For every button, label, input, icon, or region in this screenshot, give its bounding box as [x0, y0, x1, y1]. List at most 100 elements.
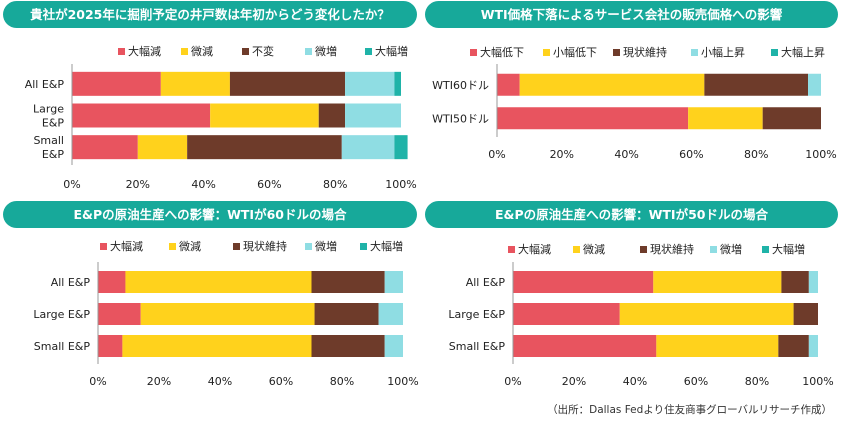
legend-label: 現状維持 — [623, 45, 667, 59]
bar-segment — [125, 271, 312, 293]
x-tick-label: 40% — [208, 375, 232, 388]
bar-segment — [72, 71, 161, 96]
category-label: E&P — [42, 117, 65, 130]
legend-label: 大幅減 — [110, 239, 143, 253]
legend-swatch — [710, 246, 717, 253]
legend-label: 微増 — [315, 44, 337, 58]
category-label: All E&P — [466, 276, 506, 289]
legend-label: 不変 — [252, 44, 274, 58]
bar-segment — [384, 271, 403, 293]
bar-segment — [497, 107, 689, 130]
panel-service-prices: WTI価格下落によるサービス会社の販売価格への影響 大幅低下 小幅低下 現状維持 小幅… — [425, 0, 846, 195]
production-wti60-chart: 大幅減 微減 現状維持 微増 大幅増 All E&P Large E&P Small E&P 0… — [33, 239, 418, 388]
bar-segment — [619, 303, 794, 325]
bar-segment — [704, 73, 809, 96]
x-tick-label: 40% — [623, 375, 647, 388]
legend-swatch — [640, 246, 647, 253]
category-label: All E&P — [51, 276, 91, 289]
legend-label: 大幅増 — [370, 239, 403, 253]
legend-label: 微減 — [583, 242, 605, 256]
category-label: Large — [33, 103, 64, 116]
x-tick-label: 60% — [679, 148, 703, 161]
legend-label: 大幅減 — [518, 242, 551, 256]
legend-swatch — [100, 243, 107, 250]
category-label: Small E&P — [449, 340, 506, 353]
category-label: Small — [33, 134, 64, 147]
x-tick-label: 80% — [745, 375, 769, 388]
bar-segment — [778, 335, 809, 357]
legend-label: 大幅上昇 — [781, 45, 825, 59]
x-tick-label: 60% — [269, 375, 293, 388]
bar-segment — [808, 335, 818, 357]
x-tick-label: 80% — [744, 148, 768, 161]
bar-segment — [394, 135, 408, 160]
category-label: E&P — [42, 148, 65, 161]
bar-segment — [229, 71, 346, 96]
legend-label: 微増 — [720, 242, 742, 256]
legend-swatch — [771, 49, 778, 56]
x-tick-label: 80% — [323, 178, 347, 191]
legend-swatch — [360, 243, 367, 250]
service-prices-chart: 大幅低下 小幅低下 現状維持 小幅上昇 大幅上昇 WTI60ドル WTI50ドル 0% 20% 4… — [432, 45, 837, 161]
x-tick-label: 40% — [191, 178, 215, 191]
legend-swatch — [573, 246, 580, 253]
x-tick-label: 60% — [257, 178, 281, 191]
legend-swatch — [762, 246, 769, 253]
panel-production-wti60: E&Pの原油生産への影響：WTIが60ドルの場合 大幅減 微減 現状維持 微増 大幅増 A… — [0, 200, 420, 400]
bar-segment — [793, 303, 818, 325]
legend-label: 大幅増 — [375, 44, 408, 58]
legend-swatch — [613, 49, 620, 56]
x-tick-label: 100% — [387, 375, 418, 388]
bar-segment — [140, 303, 315, 325]
category-label: All E&P — [25, 78, 65, 91]
x-tick-label: 100% — [385, 178, 416, 191]
legend-label: 微増 — [315, 239, 337, 253]
bar-segment — [187, 135, 342, 160]
bar-segment — [808, 271, 818, 293]
legend-swatch — [242, 48, 249, 55]
chart-title: WTI価格下落によるサービス会社の販売価格への影響 — [425, 1, 838, 28]
x-tick-label: 40% — [614, 148, 638, 161]
bar-segment — [762, 107, 821, 130]
source-note: （出所：Dallas Fedより住友商事グローバルリサーチ作成） — [547, 404, 832, 416]
bar-segment — [653, 271, 782, 293]
x-tick-label: 80% — [330, 375, 354, 388]
legend-swatch — [118, 48, 125, 55]
panel-wells-2025: 貴社が2025年に掘削予定の井戸数は年初からどう変化したか？ 大幅減 微減 不変 微増… — [0, 0, 420, 195]
legend-label: 現状維持 — [243, 239, 287, 253]
category-label: WTI50ドル — [432, 112, 489, 125]
bar-segment — [311, 271, 385, 293]
chart-title: 貴社が2025年に掘削予定の井戸数は年初からどう変化したか？ — [3, 1, 417, 28]
bar-segment — [781, 271, 809, 293]
legend-label: 現状維持 — [650, 242, 694, 256]
bar-segment — [384, 335, 403, 357]
legend-label: 大幅増 — [772, 242, 805, 256]
legend-swatch — [365, 48, 372, 55]
legend-swatch — [543, 49, 550, 56]
x-tick-label: 20% — [550, 148, 574, 161]
bar-segment — [345, 71, 395, 96]
x-tick-label: 100% — [805, 148, 836, 161]
chart-title: E&Pの原油生産への影響：WTIが50ドルの場合 — [425, 201, 838, 228]
category-label: Large E&P — [448, 308, 505, 321]
x-tick-label: 0% — [488, 148, 505, 161]
x-tick-label: 0% — [504, 375, 521, 388]
legend-swatch — [305, 48, 312, 55]
legend-swatch — [305, 243, 312, 250]
legend-swatch — [233, 243, 240, 250]
bar-segment — [497, 73, 520, 96]
category-label: WTI60ドル — [432, 79, 489, 92]
bar-segment — [519, 73, 705, 96]
bar-segment — [137, 135, 188, 160]
bar-segment — [72, 103, 211, 128]
x-tick-label: 0% — [63, 178, 80, 191]
bar-segment — [513, 335, 657, 357]
x-tick-label: 0% — [89, 375, 106, 388]
bar-segment — [394, 71, 401, 96]
chart-title: E&Pの原油生産への影響：WTIが60ドルの場合 — [3, 201, 417, 228]
bar-segment — [345, 103, 401, 128]
legend-label: 大幅減 — [128, 44, 161, 58]
x-tick-label: 60% — [684, 375, 708, 388]
bar-segment — [160, 71, 230, 96]
